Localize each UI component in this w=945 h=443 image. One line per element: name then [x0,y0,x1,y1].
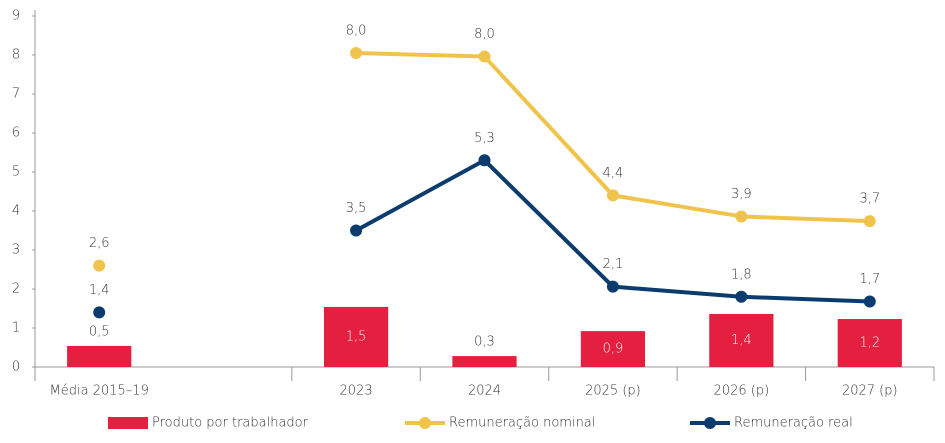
marker [478,50,491,63]
y-tick-label: 9 [12,9,20,24]
x-tick-label: Média 2015–19 [50,384,149,399]
marker [863,215,876,228]
marker [606,189,619,202]
y-tick-label: 1 [12,321,20,336]
point-value-label: 5,3 [474,131,495,146]
marker [350,224,363,237]
y-tick-label: 5 [12,165,20,180]
marker [863,295,876,308]
legend-label: Remuneração nominal [449,416,595,431]
bar [67,345,132,367]
point-value-label: 3,5 [346,201,367,216]
point-value-label: 4,4 [603,166,624,181]
legend-swatch [704,417,716,429]
point-value-label: 8,0 [474,27,495,42]
x-tick-label: 2027 (p) [842,384,898,399]
marker [606,280,619,293]
y-tick-label: 4 [12,204,20,219]
x-tick-label: 2026 (p) [714,384,770,399]
bar [323,306,389,367]
point-value-label: 2,1 [603,257,624,272]
legend-swatch [419,417,431,429]
point-value-label: 3,7 [859,192,880,207]
bar-value-label: 1,5 [346,329,367,344]
y-tick-label: 6 [12,126,20,141]
bar [837,319,902,367]
legend-swatch [108,417,148,429]
y-tick-label: 2 [12,282,20,297]
marker [93,259,106,272]
y-tick-label: 7 [12,87,20,102]
marker [735,210,748,223]
x-tick-label: 2024 [468,384,501,399]
point-value-label: 3,9 [731,187,752,202]
legend-label: Produto por trabalhador [152,416,309,431]
marker [478,154,491,167]
x-tick-label: 2023 [340,384,373,399]
bar-value-label: 1,2 [859,336,880,351]
y-tick-label: 8 [12,48,20,63]
bar [709,313,774,367]
marker [93,306,106,319]
line [355,158,870,304]
point-value-label: 1,7 [859,272,880,287]
marker [735,290,748,303]
bar [452,356,517,367]
marker [350,47,363,60]
bar-value-label: 0,3 [474,335,495,350]
point-value-label: 1,8 [731,267,752,282]
bar-value-label: 0,9 [603,342,624,357]
legend-label: Remuneração real [734,416,853,431]
bar [580,331,646,367]
y-tick-label: 3 [12,243,20,258]
x-tick-label: 2025 (p) [585,384,641,399]
y-tick-label: 0 [12,360,20,375]
bar-value-label: 1,4 [731,333,752,348]
point-value-label: 1,4 [89,283,110,298]
point-value-label: 2,6 [89,236,110,251]
point-value-label: 8,0 [346,24,367,39]
bar-value-label: 0,5 [89,324,110,339]
